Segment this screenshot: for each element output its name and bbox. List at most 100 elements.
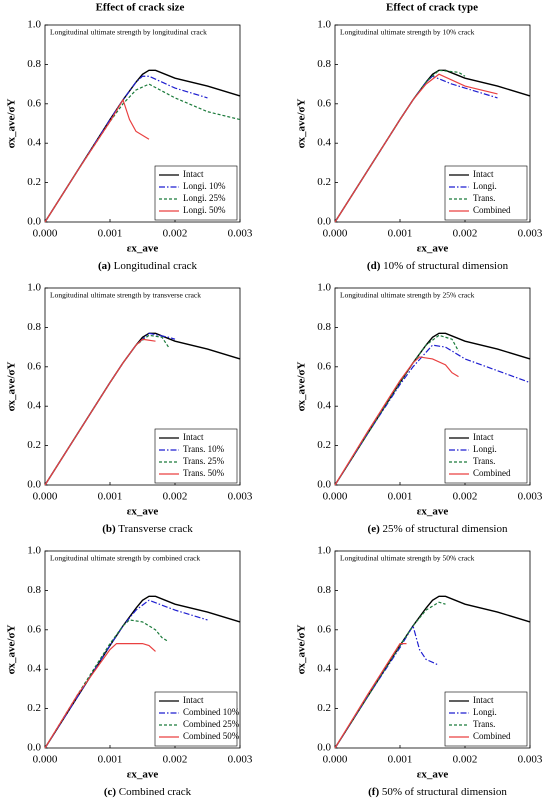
- y-tick-label: 0.6: [317, 360, 331, 372]
- plot-frame: [44, 550, 241, 749]
- caption: (e) 25% of structural dimension: [368, 523, 508, 535]
- legend-label: Longi.: [473, 444, 497, 454]
- y-tick-label: 0.0: [27, 216, 41, 228]
- x-tick-label: 0.001: [388, 491, 413, 503]
- caption-label: (d): [367, 260, 381, 272]
- x-tick-label: 0.001: [388, 754, 413, 766]
- legend-label: Trans.: [473, 456, 495, 466]
- caption-text: 50% of structural dimension: [382, 786, 507, 798]
- y-tick-label: 0.4: [27, 137, 41, 149]
- legend-label: Combined 25%: [183, 719, 240, 729]
- legend-label: Trans. 25%: [183, 456, 225, 466]
- legend-label: Intact: [183, 432, 204, 442]
- x-tick-label: 0.003: [518, 228, 543, 240]
- x-tick-label: 0.001: [388, 228, 413, 240]
- x-tick-label: 0.002: [163, 491, 188, 503]
- caption: (b) Transverse crack: [102, 523, 193, 535]
- legend-label: Intact: [183, 695, 204, 705]
- panel-title: Longitudinal ultimate strength by 25% cr…: [340, 291, 475, 300]
- y-tick-label: 0.8: [27, 321, 41, 333]
- legend-label: Combined 10%: [183, 707, 240, 717]
- x-tick-label: 0.001: [98, 491, 123, 503]
- x-tick-label: 0.003: [228, 754, 253, 766]
- legend-label: Trans.: [473, 719, 495, 729]
- series-line: [44, 642, 156, 749]
- x-tick-label: 0.003: [228, 491, 253, 503]
- panel-title: Longitudinal ultimate strength by longit…: [50, 28, 207, 37]
- y-tick-label: 0.4: [27, 663, 41, 675]
- y-tick-label: 0.2: [27, 439, 41, 451]
- x-axis-label: εx_ave: [417, 243, 449, 255]
- panel-title: Longitudinal ultimate strength by 50% cr…: [340, 554, 475, 563]
- legend-label: Longi.: [473, 181, 497, 191]
- series-line: [334, 601, 446, 749]
- x-tick-label: 0.001: [98, 228, 123, 240]
- caption: (a) Longitudinal crack: [98, 260, 197, 272]
- x-axis-label: εx_ave: [417, 506, 449, 518]
- y-tick-label: 0.0: [317, 742, 331, 754]
- legend-label: Intact: [473, 432, 494, 442]
- y-tick-label: 0.4: [317, 400, 331, 412]
- y-tick-label: 0.8: [317, 58, 331, 70]
- y-tick-label: 0.4: [27, 400, 41, 412]
- x-tick-label: 0.002: [453, 491, 478, 503]
- legend-label: Longi. 10%: [183, 181, 226, 191]
- y-axis-label: σx_ave/σY: [296, 625, 308, 675]
- x-tick-label: 0.002: [453, 228, 478, 240]
- y-tick-label: 0.6: [27, 360, 41, 372]
- x-tick-label: 0.003: [228, 228, 253, 240]
- series-line: [334, 642, 407, 749]
- series-line: [44, 619, 169, 749]
- y-tick-label: 0.2: [317, 439, 331, 451]
- y-axis-label: σx_ave/σY: [296, 362, 308, 412]
- x-tick-label: 0.000: [33, 754, 58, 766]
- x-axis-label: εx_ave: [417, 769, 449, 781]
- legend-label: Intact: [473, 169, 494, 179]
- legend-label: Combined: [473, 205, 511, 215]
- caption: (d) 10% of structural dimension: [367, 260, 509, 272]
- y-tick-label: 1.0: [317, 545, 331, 557]
- caption: (f) 50% of structural dimension: [368, 786, 507, 798]
- panel-title: Longitudinal ultimate strength by combin…: [50, 554, 200, 563]
- caption-label: (e): [368, 523, 381, 535]
- caption-label: (a): [98, 260, 111, 272]
- caption-label: (c): [104, 786, 117, 798]
- legend-label: Combined 50%: [183, 731, 240, 741]
- x-axis-label: εx_ave: [127, 769, 159, 781]
- x-tick-label: 0.000: [33, 228, 58, 240]
- legend-label: Trans. 10%: [183, 444, 225, 454]
- caption-text: Transverse crack: [118, 523, 193, 535]
- y-tick-label: 0.2: [317, 176, 331, 188]
- y-tick-label: 0.4: [317, 663, 331, 675]
- series-line: [334, 356, 459, 486]
- plot-frame: [334, 24, 531, 223]
- legend-label: Trans. 50%: [183, 468, 225, 478]
- y-tick-label: 0.6: [317, 97, 331, 109]
- y-tick-label: 0.2: [317, 702, 331, 714]
- caption-text: 10% of structural dimension: [383, 260, 508, 272]
- y-tick-label: 1.0: [317, 282, 331, 294]
- series-line: [44, 334, 170, 486]
- y-tick-label: 0.8: [27, 58, 41, 70]
- plot-frame: [334, 550, 531, 749]
- caption-text: Longitudinal crack: [114, 260, 198, 272]
- panel-title: Longitudinal ultimate strength by transv…: [50, 291, 201, 300]
- y-tick-label: 1.0: [317, 19, 331, 31]
- y-tick-label: 1.0: [27, 19, 41, 31]
- x-tick-label: 0.000: [323, 228, 348, 240]
- y-tick-label: 0.0: [317, 216, 331, 228]
- y-tick-label: 0.6: [27, 97, 41, 109]
- series-line: [44, 338, 156, 486]
- x-axis-label: εx_ave: [127, 506, 159, 518]
- column-title: Effect of crack size: [96, 2, 185, 14]
- x-tick-label: 0.002: [453, 754, 478, 766]
- x-tick-label: 0.001: [98, 754, 123, 766]
- series-line: [334, 334, 460, 486]
- y-axis-label: σx_ave/σY: [6, 625, 18, 675]
- y-axis-label: σx_ave/σY: [296, 99, 308, 149]
- caption-label: (b): [102, 523, 116, 535]
- legend-label: Trans.: [473, 193, 495, 203]
- y-tick-label: 0.8: [317, 321, 331, 333]
- legend-label: Intact: [473, 695, 494, 705]
